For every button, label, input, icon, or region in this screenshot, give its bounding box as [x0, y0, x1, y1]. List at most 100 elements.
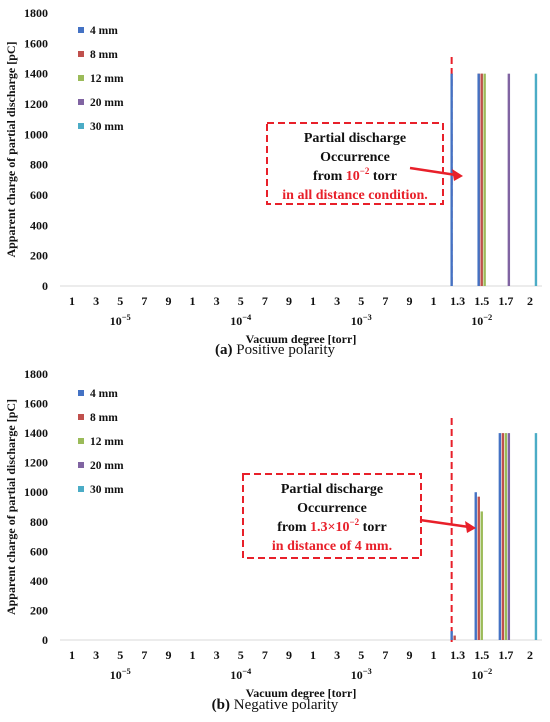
x-tick-label: 5	[358, 294, 364, 308]
annotation-line-4: in distance of 4 mm.	[272, 539, 392, 554]
annotation-value-exp: −2	[360, 166, 370, 176]
x-decade-label-exp: −4	[242, 666, 252, 676]
x-tick-label: 7	[382, 294, 388, 308]
legend-swatch	[78, 27, 84, 33]
x-tick-label: 7	[141, 294, 147, 308]
annotation-line-1: Partial discharge	[281, 482, 383, 497]
y-tick-label: 200	[30, 603, 48, 617]
annotation-arrow-head	[465, 521, 476, 533]
x-tick-label: 2	[527, 294, 533, 308]
x-decade-label: 10−4	[230, 666, 252, 682]
x-tick-label: 7	[382, 648, 388, 662]
legend-label: 8 mm	[90, 412, 118, 424]
x-tick-label: 1	[431, 648, 437, 662]
bar-4mm	[450, 73, 453, 287]
x-tick-label: 1.5	[474, 294, 489, 308]
x-decade-label: 10−2	[471, 666, 492, 682]
x-tick-label: 1.7	[498, 294, 513, 308]
annotation-arrow-shaft	[409, 166, 457, 177]
annotation-unit: torr	[359, 520, 387, 535]
y-tick-label: 600	[30, 188, 48, 202]
bar-8mm	[501, 433, 505, 640]
bar-8mm	[477, 496, 480, 640]
bar-20mm	[507, 73, 511, 287]
y-tick-label: 1000	[24, 485, 48, 499]
y-axis-title: Apparent charge of partial discharge [pC…	[4, 399, 18, 615]
x-decade-label-exp: −3	[363, 312, 372, 322]
annotation-line-1: Partial discharge	[304, 131, 406, 146]
x-tick-label: 3	[93, 294, 99, 308]
legend-label: 12 mm	[90, 436, 124, 448]
y-tick-label: 1400	[24, 426, 48, 440]
x-tick-label: 3	[214, 648, 220, 662]
x-tick-label: 7	[141, 648, 147, 662]
y-tick-label: 800	[30, 515, 48, 529]
legend-swatch	[78, 75, 84, 81]
bar-12mm	[504, 433, 508, 640]
y-tick-label: 1600	[24, 397, 48, 411]
x-decade-label-base: 10	[230, 314, 242, 328]
x-decade-label-base: 10	[230, 668, 242, 682]
annotation-from: from	[277, 520, 310, 535]
legend-swatch	[78, 99, 84, 105]
bar-20mm	[507, 433, 511, 640]
x-decade-label-base: 10	[351, 314, 363, 328]
y-tick-label: 1800	[24, 367, 48, 381]
x-tick-label: 1	[69, 294, 75, 308]
x-tick-label: 9	[165, 294, 171, 308]
x-tick-label: 9	[286, 294, 292, 308]
y-tick-label: 0	[42, 633, 48, 647]
bar-8mm	[480, 73, 483, 287]
legend-label: 8 mm	[90, 49, 118, 61]
x-tick-label: 1.3	[450, 294, 465, 308]
y-tick-label: 1200	[24, 456, 48, 470]
bar-30mm	[534, 73, 538, 287]
annotation-value-exp: −2	[350, 517, 360, 527]
y-tick-label: 800	[30, 158, 48, 172]
caption-a: (a) Positive polarity	[0, 342, 550, 359]
annotation-line-2: Occurrence	[297, 501, 367, 516]
bar-12mm	[483, 73, 486, 287]
x-tick-label: 2	[527, 648, 533, 662]
caption-a-text: Positive polarity	[236, 342, 335, 358]
x-decade-label: 10−2	[471, 312, 492, 328]
x-decade-label-exp: −3	[363, 666, 372, 676]
x-tick-label: 3	[93, 648, 99, 662]
x-tick-label: 1	[190, 648, 196, 662]
annotation-value-base: 1.3×10	[310, 520, 349, 535]
legend: 4 mm 8 mm 12 mm 20 mm 30 mm	[78, 25, 124, 133]
chart-panel-a: 0 200 400 600 800 1000 1200 1400 1600 1800 1 3 5 7 9 1 3…	[4, 6, 542, 346]
y-tick-label: 0	[42, 279, 48, 293]
x-decade-label-exp: −2	[483, 666, 492, 676]
legend-swatch	[78, 438, 84, 444]
caption-b-text: Negative polarity	[233, 697, 339, 713]
legend-label: 20 mm	[90, 460, 124, 472]
y-tick-label: 400	[30, 574, 48, 588]
x-decade-label-exp: −5	[122, 312, 131, 322]
x-tick-label: 1.5	[474, 648, 489, 662]
x-tick-label: 1	[69, 648, 75, 662]
annotation-value-base: 10	[346, 169, 360, 184]
y-tick-label: 1600	[24, 36, 48, 50]
y-tick-label: 1200	[24, 97, 48, 111]
x-tick-label: 5	[238, 648, 244, 662]
x-tick-label: 9	[406, 294, 412, 308]
bar-8mm	[453, 635, 456, 640]
x-axis-title: Vacuum degree [torr]	[246, 332, 357, 346]
x-tick-label: 7	[262, 294, 268, 308]
x-decade-label-base: 10	[471, 668, 483, 682]
x-tick-label: 1	[190, 294, 196, 308]
x-tick-label: 1	[431, 294, 437, 308]
x-decade-label-exp: −4	[242, 312, 252, 322]
legend-swatch	[78, 123, 84, 129]
y-tick-label: 600	[30, 544, 48, 558]
bar-4mm	[450, 631, 453, 640]
x-decade-label-base: 10	[471, 314, 483, 328]
caption-b-label: (b)	[211, 697, 231, 713]
caption-b: (b) Negative polarity	[0, 697, 550, 714]
bar-4mm	[477, 73, 480, 287]
x-tick-label: 5	[358, 648, 364, 662]
x-tick-label: 5	[117, 648, 123, 662]
legend-swatch	[78, 390, 84, 396]
